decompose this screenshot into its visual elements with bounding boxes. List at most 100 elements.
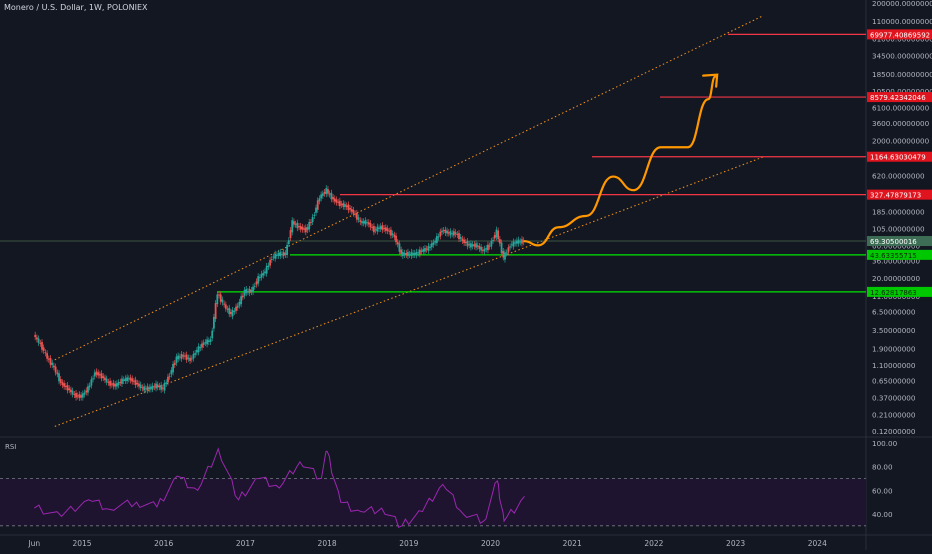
level-price-label: 12.62817863	[870, 289, 917, 297]
candle	[487, 244, 489, 251]
candle	[153, 386, 156, 388]
candle	[432, 242, 435, 245]
candle	[330, 192, 333, 200]
candle	[367, 222, 370, 225]
candle	[190, 358, 193, 360]
candle	[241, 295, 244, 298]
candle	[403, 252, 406, 255]
level-price-tag	[867, 92, 932, 103]
candle	[505, 252, 508, 254]
candle	[391, 233, 394, 236]
candle	[109, 380, 111, 386]
candle	[161, 387, 164, 389]
candle	[304, 227, 307, 233]
candle	[352, 209, 355, 214]
candle	[260, 273, 263, 278]
candle	[133, 380, 135, 382]
channel-line-upper	[54, 15, 764, 361]
y-tick-label: 3.50000000	[872, 326, 916, 335]
candle	[430, 243, 433, 248]
candle	[255, 281, 258, 285]
candle	[81, 393, 84, 398]
candle	[284, 252, 287, 255]
candle	[46, 353, 49, 359]
level-price-tag	[867, 29, 932, 40]
projection-path	[523, 75, 717, 247]
candle	[53, 365, 55, 368]
candle	[184, 355, 186, 357]
candle	[342, 203, 345, 207]
x-tick-label: 2017	[236, 539, 255, 548]
candle	[395, 235, 397, 243]
candle	[461, 238, 464, 242]
candle	[310, 222, 312, 224]
candle	[194, 352, 197, 355]
candle	[286, 244, 289, 255]
x-tick-label: 2016	[154, 539, 173, 548]
candle	[515, 240, 518, 244]
candle	[453, 231, 455, 236]
candle	[182, 355, 185, 357]
candle	[70, 389, 72, 393]
candle	[201, 343, 203, 348]
candle	[355, 212, 358, 220]
candle	[258, 277, 261, 279]
rsi-tick-label: 60.00	[872, 486, 893, 495]
candle	[514, 242, 517, 244]
candle	[298, 225, 300, 228]
candle	[504, 252, 506, 260]
candle	[238, 301, 241, 306]
candle	[519, 241, 522, 243]
candle	[318, 198, 321, 202]
candle	[478, 246, 481, 249]
y-tick-label: 34500.00000000	[872, 52, 932, 61]
x-tick-label: 2021	[563, 539, 582, 548]
candle	[384, 227, 387, 231]
candle	[510, 244, 513, 246]
candle	[107, 381, 110, 383]
candle	[115, 383, 118, 387]
candle	[148, 387, 151, 390]
candle	[209, 339, 212, 342]
candle	[269, 259, 271, 266]
candle	[412, 252, 414, 255]
candle	[270, 258, 273, 260]
candle	[396, 242, 399, 245]
level-price-tag	[867, 151, 932, 162]
candle	[117, 382, 120, 386]
candle	[463, 239, 466, 243]
candle	[216, 294, 219, 305]
candle	[277, 252, 280, 256]
candle	[279, 251, 282, 257]
candle	[47, 358, 50, 360]
candle	[235, 306, 237, 311]
candle	[481, 249, 484, 251]
candle	[253, 285, 256, 287]
candle	[507, 247, 510, 253]
candle	[418, 249, 421, 255]
rsi-line	[34, 447, 525, 528]
x-tick-label: 2022	[644, 539, 663, 548]
candle	[425, 248, 428, 250]
candle	[202, 342, 205, 345]
last-price-label: 69.30500016	[870, 238, 917, 246]
candle	[333, 198, 336, 202]
rsi-tick-label: 40.00	[872, 510, 893, 519]
candle	[175, 356, 178, 363]
candle	[454, 232, 457, 235]
candle	[240, 296, 243, 305]
candle	[512, 241, 515, 247]
x-tick-label: 2020	[481, 539, 500, 548]
y-tick-label: 10500.00000000	[872, 87, 932, 96]
candle	[88, 385, 91, 388]
candle	[163, 382, 166, 391]
candle	[68, 388, 71, 391]
candle	[498, 239, 501, 244]
candle	[417, 252, 420, 254]
candle	[456, 234, 459, 236]
candle	[468, 244, 471, 246]
candle	[313, 214, 316, 216]
candle	[185, 354, 188, 360]
